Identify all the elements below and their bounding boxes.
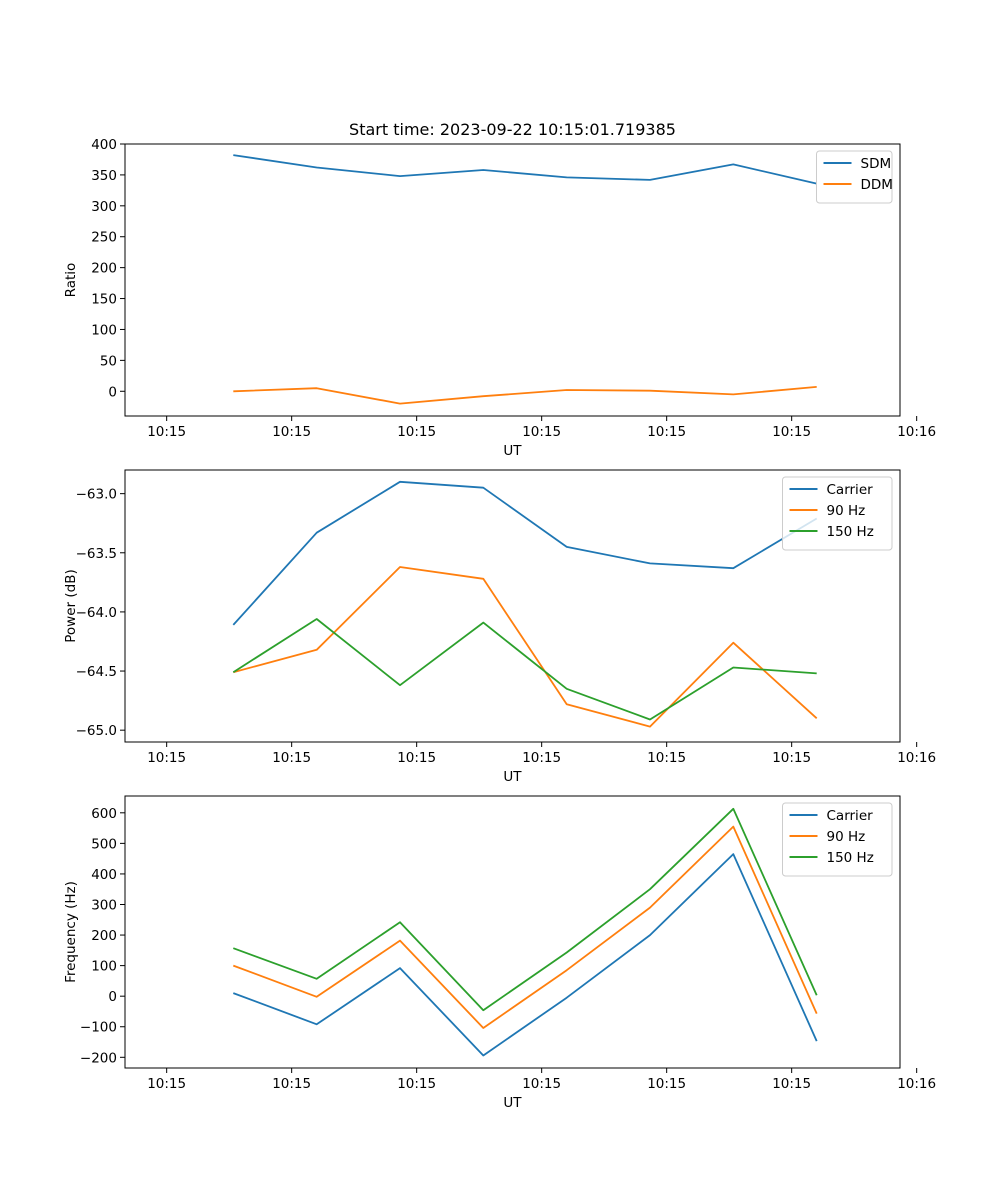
y-tick-label: 600 <box>91 806 117 822</box>
x-tick-label: 10:15 <box>647 1076 686 1092</box>
x-tick-label: 10:15 <box>147 750 186 766</box>
series-line-150-hz <box>232 618 817 721</box>
legend: Carrier 90 Hz 150 Hz <box>782 476 893 551</box>
series-line-sdm <box>233 154 817 185</box>
y-tick-label: 200 <box>91 261 117 277</box>
chart-panel-2: 10:15 10:15 10:15 10:15 10:15 10:15 10:16 −65.0… <box>63 469 936 785</box>
x-tick-label: 10:15 <box>522 1076 561 1092</box>
y-tick-label: 400 <box>91 137 117 153</box>
y-tick-label: −63.5 <box>76 546 117 562</box>
x-tick-label: 10:16 <box>897 1076 936 1092</box>
y-tick-label: 400 <box>91 867 117 883</box>
x-tick-label: 10:15 <box>397 1076 436 1092</box>
series-line-ddm <box>233 386 817 405</box>
y-tick-label: 200 <box>91 928 117 944</box>
chart-title: Start time: 2023-09-22 10:15:01.719385 <box>349 120 676 139</box>
y-tick-label: −65.0 <box>76 723 117 739</box>
series-line-carrier <box>232 853 818 1057</box>
axes-frame <box>124 143 901 417</box>
legend-label-carrier: Carrier <box>827 482 874 498</box>
y-tick-label: −100 <box>80 1020 117 1036</box>
x-axis-label: UT <box>503 769 522 785</box>
y-tick-label: 250 <box>91 230 117 246</box>
series-line-150-hz <box>232 807 818 1012</box>
x-tick-label: 10:15 <box>147 424 186 440</box>
x-tick-label: 10:16 <box>897 750 936 766</box>
x-tick-label: 10:15 <box>522 750 561 766</box>
y-tick-label: 100 <box>91 959 117 975</box>
y-tick-label: 500 <box>91 836 117 852</box>
legend-label-90-hz: 90 Hz <box>827 829 866 845</box>
y-axis-label: Ratio <box>63 263 79 298</box>
legend-label-150-hz: 150 Hz <box>827 524 874 540</box>
y-axis-label: Frequency (Hz) <box>63 881 79 983</box>
legend-label-carrier: Carrier <box>827 808 874 824</box>
series-line-carrier <box>232 480 818 626</box>
chart-panel-1: 10:15 10:15 10:15 10:15 10:15 10:15 10:16 0 50 10… <box>63 120 936 459</box>
legend-label-ddm: DDM <box>861 177 893 193</box>
legend-label-90-hz: 90 Hz <box>827 503 866 519</box>
x-tick-label: 10:15 <box>647 750 686 766</box>
x-tick-label: 10:15 <box>272 750 311 766</box>
axes-frame <box>124 795 901 1069</box>
y-tick-label: −200 <box>80 1050 117 1066</box>
y-tick-label: 50 <box>100 353 117 369</box>
y-tick-label: 300 <box>91 199 117 215</box>
legend: Carrier 90 Hz 150 Hz <box>782 802 893 877</box>
y-axis-label: Power (dB) <box>63 569 79 642</box>
y-tick-label: −64.5 <box>76 664 117 680</box>
legend: SDM DDM <box>816 150 893 204</box>
y-tick-label: 150 <box>91 292 117 308</box>
legend-label-sdm: SDM <box>861 156 892 172</box>
x-tick-label: 10:15 <box>772 1076 811 1092</box>
x-tick-label: 10:15 <box>147 1076 186 1092</box>
x-tick-label: 10:15 <box>647 424 686 440</box>
y-tick-label: 300 <box>91 897 117 913</box>
axes-frame <box>124 469 901 743</box>
x-tick-label: 10:15 <box>772 750 811 766</box>
x-tick-label: 10:15 <box>522 424 561 440</box>
y-tick-label: −63.0 <box>76 487 117 503</box>
x-tick-label: 10:16 <box>897 424 936 440</box>
series-line-90-hz <box>233 566 818 728</box>
x-axis-label: UT <box>503 1095 522 1111</box>
x-tick-label: 10:15 <box>272 424 311 440</box>
y-tick-label: 0 <box>108 989 117 1005</box>
chart-panel-3: 10:15 10:15 10:15 10:15 10:15 10:15 10:16 −200 −… <box>63 795 936 1111</box>
y-tick-label: 350 <box>91 168 117 184</box>
x-tick-label: 10:15 <box>772 424 811 440</box>
y-tick-label: −64.0 <box>76 605 117 621</box>
x-tick-label: 10:15 <box>397 750 436 766</box>
y-tick-label: 0 <box>108 384 117 400</box>
x-tick-label: 10:15 <box>397 424 436 440</box>
x-tick-label: 10:15 <box>272 1076 311 1092</box>
y-tick-label: 100 <box>91 322 117 338</box>
x-axis-label: UT <box>503 443 522 459</box>
series-line-90-hz <box>232 825 818 1029</box>
legend-label-150-hz: 150 Hz <box>827 850 874 866</box>
